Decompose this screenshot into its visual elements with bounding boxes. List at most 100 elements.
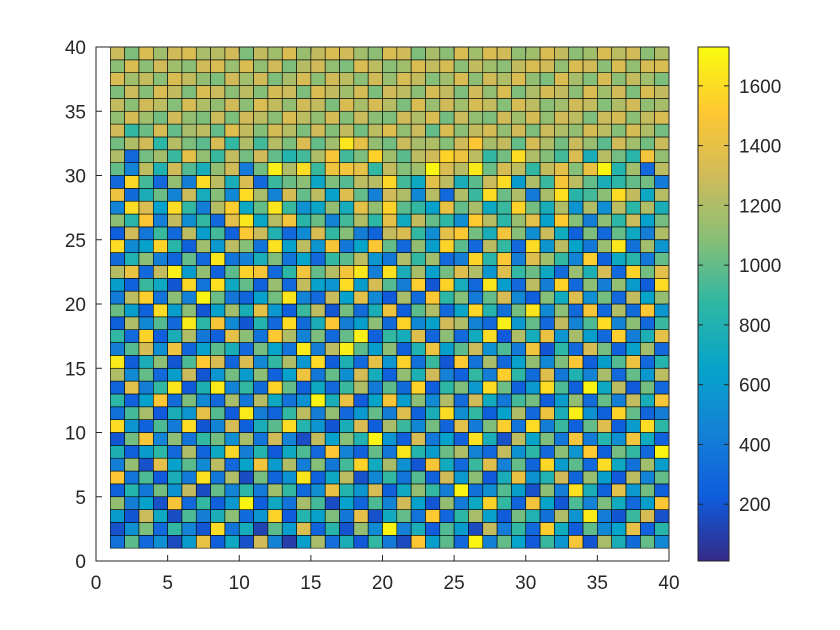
heatmap-cell	[525, 59, 541, 73]
heatmap-cell	[525, 98, 541, 112]
heatmap-cell	[654, 329, 670, 343]
heatmap-cell	[339, 406, 355, 420]
heatmap-cell	[396, 303, 412, 318]
heatmap-cell	[410, 290, 426, 305]
heatmap-cell	[410, 136, 426, 151]
heatmap-cell	[482, 265, 498, 279]
heatmap-cell	[625, 252, 641, 266]
heatmap-cell	[124, 72, 140, 86]
heatmap-cell	[582, 149, 598, 163]
heatmap-cell	[339, 290, 355, 305]
heatmap-cell	[181, 419, 197, 433]
heatmap-cell	[597, 496, 613, 510]
heatmap-cell	[153, 175, 168, 189]
heatmap-cell	[554, 303, 570, 318]
heatmap-cell	[353, 136, 369, 151]
heatmap-cell	[181, 329, 197, 343]
heatmap-cell	[339, 367, 355, 382]
heatmap-cell	[482, 162, 498, 176]
heatmap-cell	[496, 239, 512, 253]
heatmap-cell	[195, 239, 211, 253]
heatmap-cell	[324, 226, 340, 241]
heatmap-cell	[439, 226, 455, 241]
heatmap-cell	[425, 290, 441, 305]
heatmap-cell	[654, 123, 670, 138]
heatmap-cell	[568, 85, 584, 99]
heatmap-cell	[439, 162, 455, 176]
heatmap-cell	[625, 406, 641, 420]
heatmap-cell	[210, 188, 226, 202]
heatmap-cell	[339, 252, 355, 266]
heatmap-cell	[153, 85, 168, 99]
heatmap-cell	[597, 432, 613, 446]
heatmap-cell	[296, 380, 312, 395]
heatmap-cell	[281, 46, 297, 61]
heatmap-cell	[181, 98, 197, 112]
heatmap-cell	[210, 59, 226, 73]
heatmap-cell	[253, 457, 269, 472]
heatmap-cell	[382, 483, 398, 498]
heatmap-cell	[310, 149, 326, 163]
heatmap-cell	[597, 303, 613, 318]
heatmap-cell	[410, 213, 426, 228]
heatmap-cell	[625, 329, 641, 343]
heatmap-cell	[597, 290, 613, 305]
heatmap-cell	[253, 419, 269, 433]
heatmap-cell	[110, 136, 125, 151]
heatmap-cell	[210, 393, 226, 408]
heatmap-cell	[568, 226, 584, 241]
heatmap-cell	[310, 483, 326, 498]
heatmap-cell	[167, 226, 183, 241]
heatmap-cell	[396, 59, 412, 73]
heatmap-cell	[238, 252, 254, 266]
heatmap-cell	[324, 175, 340, 189]
heatmap-cell	[496, 367, 512, 382]
heatmap-cell	[296, 226, 312, 241]
heatmap-cell	[453, 200, 469, 215]
heatmap-cell	[382, 175, 398, 189]
heatmap-cell	[238, 419, 254, 433]
heatmap-cell	[582, 483, 598, 498]
heatmap-cell	[511, 175, 527, 189]
heatmap-cell	[324, 265, 340, 279]
heatmap-cell	[367, 110, 383, 125]
heatmap-cell	[167, 316, 183, 331]
heatmap-cell	[339, 72, 355, 86]
heatmap-cell	[310, 393, 326, 408]
heatmap-cell	[167, 367, 183, 382]
heatmap-cell	[439, 175, 455, 189]
heatmap-cell	[238, 110, 254, 125]
heatmap-cell	[539, 380, 555, 395]
heatmap-cell	[224, 136, 240, 151]
heatmap-cell	[439, 59, 455, 73]
heatmap-cell	[453, 445, 469, 459]
heatmap-cell	[267, 432, 283, 446]
heatmap-cell	[511, 483, 527, 498]
heatmap-cell	[224, 239, 240, 253]
heatmap-cell	[496, 316, 512, 331]
heatmap-cell	[281, 200, 297, 215]
x-tick-label: 10	[229, 573, 250, 594]
heatmap-cell	[625, 59, 641, 73]
heatmap-cell	[138, 46, 154, 61]
heatmap-cell	[367, 470, 383, 485]
heatmap-cell	[124, 522, 140, 536]
heatmap-cell	[324, 393, 340, 408]
heatmap-cell	[625, 200, 641, 215]
heatmap-cell	[396, 123, 412, 138]
heatmap-cell	[640, 457, 655, 472]
heatmap-cell	[654, 406, 670, 420]
heatmap-cell	[582, 432, 598, 446]
heatmap-cell	[124, 470, 140, 485]
heatmap-cell	[582, 85, 598, 99]
heatmap-cell	[396, 342, 412, 356]
heatmap-cell	[181, 110, 197, 125]
heatmap-cell	[367, 355, 383, 369]
heatmap-cell	[167, 123, 183, 138]
heatmap-cell	[167, 303, 183, 318]
heatmap-cell	[253, 329, 269, 343]
heatmap-cell	[167, 534, 183, 549]
heatmap-cell	[482, 470, 498, 485]
heatmap-cell	[167, 59, 183, 73]
heatmap-cell	[353, 149, 369, 163]
